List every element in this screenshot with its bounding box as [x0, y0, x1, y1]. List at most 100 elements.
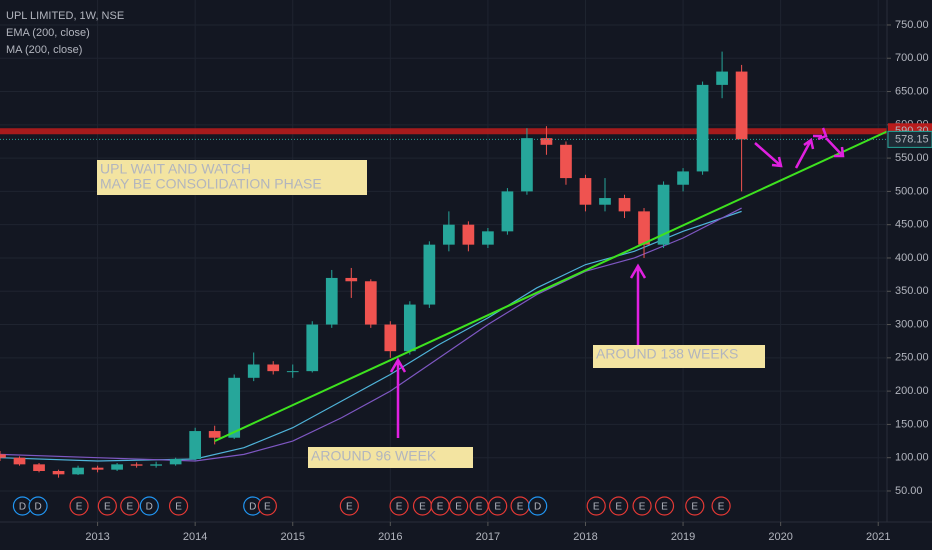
x-tick-label: 2019 — [671, 531, 695, 543]
y-tick-label: 100.00 — [895, 452, 929, 464]
candle-body — [482, 231, 494, 245]
annotation-box — [308, 447, 473, 468]
y-tick-label: 350.00 — [895, 285, 929, 297]
candle-body — [384, 324, 397, 352]
candle-body — [247, 364, 260, 378]
candle-body — [423, 244, 436, 305]
price-label: 578.15 — [895, 133, 929, 145]
y-tick-label: 700.00 — [895, 52, 929, 64]
candle-body — [52, 471, 65, 475]
y-tick-label: 250.00 — [895, 352, 929, 364]
candle-body — [657, 184, 670, 245]
annotation-box — [593, 345, 765, 368]
candle-body — [677, 171, 689, 185]
event-marker — [69, 496, 89, 516]
event-label: D — [146, 502, 153, 513]
y-tick-label: 450.00 — [895, 219, 929, 231]
event-label: D — [534, 502, 541, 513]
event-label: E — [175, 502, 182, 513]
event-label: D — [19, 502, 26, 513]
annotation-text: AROUND 96 WEEK — [311, 448, 437, 464]
candle-body — [345, 277, 358, 282]
plot — [0, 51, 888, 478]
event-marker — [528, 496, 548, 516]
arrow — [794, 137, 815, 169]
annotation-text: MAY BE CONSOLIDATION PHASE — [100, 176, 322, 192]
x-tick-label: 2016 — [378, 531, 402, 543]
event-marker — [711, 496, 731, 516]
x-tick-label: 2014 — [183, 531, 207, 543]
event-marker — [168, 496, 189, 516]
candle-body — [111, 464, 123, 470]
candle-body — [0, 454, 6, 458]
event-label: D — [249, 502, 256, 513]
trendline — [214, 130, 888, 442]
x-tick-label: 2020 — [768, 531, 792, 543]
candle-body — [169, 459, 182, 465]
event-label: E — [691, 502, 698, 513]
candle-body — [579, 178, 592, 205]
candle-body — [599, 198, 611, 205]
event-marker — [139, 496, 159, 516]
event-marker — [632, 496, 652, 516]
event-label: E — [718, 502, 725, 513]
event-label: E — [104, 502, 111, 513]
event-marker — [654, 496, 675, 516]
x-tick-label: 2013 — [85, 531, 109, 543]
candle-body — [521, 138, 533, 192]
legend-text: UPL LIMITED, 1W, NSE — [6, 10, 124, 22]
candle-body — [286, 371, 299, 373]
annotation-box — [97, 160, 367, 195]
candle-body — [716, 71, 728, 85]
y-tick-label: 750.00 — [895, 19, 929, 31]
event-marker — [685, 496, 705, 516]
event-label: E — [396, 502, 403, 513]
event-marker — [257, 496, 277, 516]
candle-body — [403, 304, 416, 352]
x-tick-label: 2021 — [866, 531, 890, 543]
y-tick-label: 300.00 — [895, 318, 929, 330]
event-label: E — [593, 502, 600, 513]
x-tick-label: 2017 — [476, 531, 500, 543]
price-label-box — [887, 130, 932, 148]
x-tick-label: 2015 — [280, 531, 304, 543]
annotation-text: AROUND 138 WEEKS — [596, 346, 738, 362]
y-tick-label: 500.00 — [895, 185, 929, 197]
ma-line — [0, 210, 742, 462]
arrow — [389, 357, 407, 438]
y-tick-label: 400.00 — [895, 252, 929, 264]
x-tick-label: 2018 — [573, 531, 597, 543]
y-tick-label: 650.00 — [895, 85, 929, 97]
candle-body — [228, 377, 241, 438]
overlay: 50.00 100.00 150.00 200.00 250.00 300.00 350.0… — [6, 10, 932, 543]
candle-body — [735, 71, 748, 140]
event-label: E — [264, 502, 271, 513]
event-marker — [120, 496, 140, 516]
candle-body — [208, 431, 221, 438]
candle-body — [501, 191, 514, 232]
event-label: E — [615, 502, 622, 513]
ma-line — [0, 207, 742, 462]
legend-text: EMA (200, close) — [6, 27, 90, 39]
event-marker — [339, 496, 359, 516]
y-tick-label: 150.00 — [895, 418, 929, 430]
y-tick-label: 50.00 — [895, 485, 923, 497]
event-label: E — [494, 502, 501, 513]
candle-body — [189, 431, 202, 460]
legend-text: MA (200, close) — [6, 44, 82, 56]
event-marker — [28, 496, 48, 516]
candle-body — [618, 198, 631, 212]
candle-body — [325, 277, 338, 325]
event-label: E — [346, 502, 353, 513]
candle-body — [91, 467, 104, 470]
event-label: E — [126, 502, 133, 513]
event-label: E — [437, 502, 444, 513]
event-label: E — [476, 502, 483, 513]
candle-body — [13, 457, 26, 465]
grid — [0, 0, 887, 522]
event-marker — [97, 496, 117, 516]
event-label: E — [639, 502, 646, 513]
annotation-text: UPL WAIT AND WATCH — [100, 161, 251, 177]
event-label: E — [419, 502, 426, 513]
